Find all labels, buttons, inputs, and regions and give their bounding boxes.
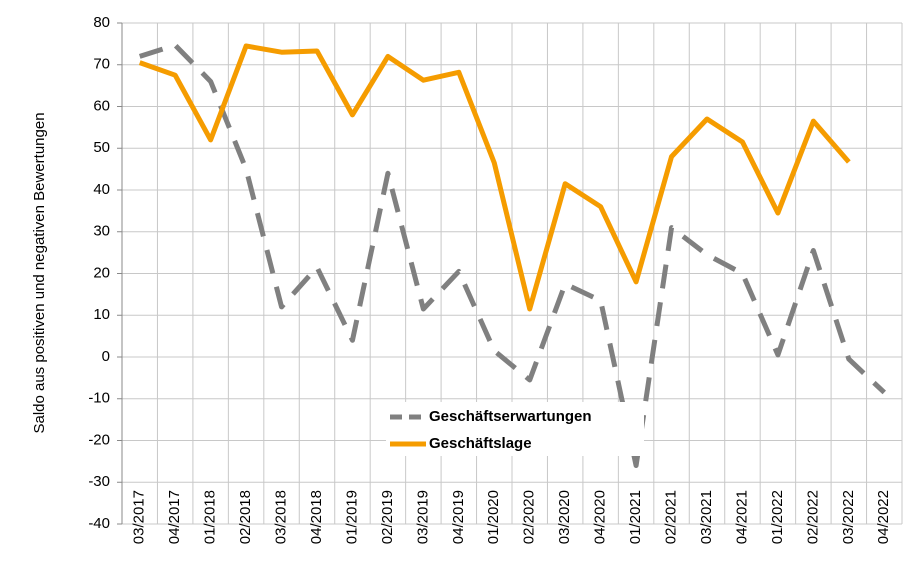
y-tick-label: 70 [93,56,110,73]
x-tick-label: 04/2020 [592,490,609,544]
x-tick-label: 01/2020 [485,490,502,544]
x-tick-label: 01/2018 [202,490,219,544]
y-tick-label: 20 [93,264,110,281]
legend-label: Geschäftserwartungen [429,408,592,425]
x-tick-label: 04/2018 [308,490,325,544]
y-tick-label: -40 [88,515,110,532]
x-tick-label: 02/2022 [804,490,821,544]
y-axis-title: Saldo aus positiven und negativen Bewert… [31,112,48,433]
x-tick-label: 02/2020 [521,490,538,544]
x-tick-label: 03/2018 [273,490,290,544]
y-tick-label: 10 [93,306,110,323]
x-tick-label: 01/2022 [769,490,786,544]
legend-box [386,402,644,456]
x-tick-label: 01/2021 [627,490,644,544]
x-tick-label: 04/2017 [166,490,183,544]
x-tick-label: 03/2020 [556,490,573,544]
x-tick-label: 01/2019 [343,490,360,544]
x-tick-label: 04/2021 [733,490,750,544]
x-tick-label: 04/2019 [450,490,467,544]
y-tick-label: -20 [88,431,110,448]
y-tick-label: 80 [93,14,110,31]
y-tick-label: 60 [93,97,110,114]
x-tick-label: 02/2021 [663,490,680,544]
y-tick-label: 40 [93,181,110,198]
x-tick-label: 02/2019 [379,490,396,544]
x-tick-label: 04/2022 [875,490,892,544]
x-tick-label: 03/2022 [840,490,857,544]
legend-label: Geschäftslage [429,435,532,452]
y-tick-label: 0 [102,348,110,365]
x-tick-label: 03/2019 [414,490,431,544]
y-tick-label: 30 [93,223,110,240]
x-tick-label: 03/2017 [131,490,148,544]
y-tick-label: -30 [88,473,110,490]
x-tick-label: 03/2021 [698,490,715,544]
series-line [138,42,886,469]
series-line [138,43,851,312]
y-tick-label: -10 [88,390,110,407]
y-tick-label: 50 [93,139,110,156]
x-tick-label: 02/2018 [237,490,254,544]
